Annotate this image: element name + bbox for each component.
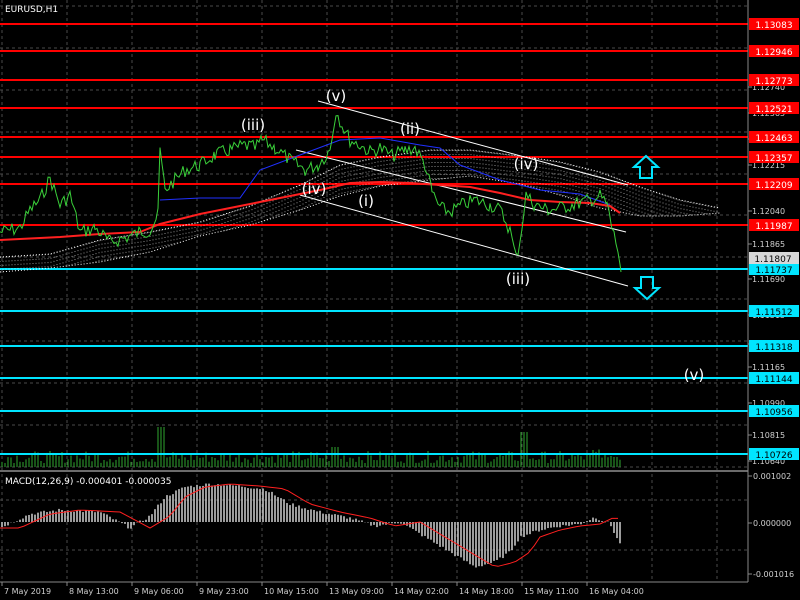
current-price-value: 1.11807 (754, 255, 791, 265)
macd-signal-line (0, 483, 618, 567)
price-tag (749, 45, 799, 57)
elliott-wave-labels: (iii) (v) (ii) (iv) (i) (iv) (iii) (v) (241, 87, 704, 384)
channel-middle-line[interactable] (295, 149, 627, 233)
price-tag (749, 263, 799, 275)
channel-upper-line[interactable] (317, 100, 629, 186)
price-tag (749, 151, 799, 163)
price-tag (749, 74, 799, 86)
moving-average-fast (0, 180, 621, 241)
time-label: 8 May 13:00 (69, 587, 119, 596)
time-label: 13 May 09:00 (329, 587, 384, 596)
price-tag-value: 1.12463 (755, 134, 792, 144)
channel-lower-line[interactable] (299, 194, 629, 287)
price-tag (749, 219, 799, 231)
macd-histogram (1, 483, 621, 568)
macd-tick-label: 0.000000 (753, 519, 791, 528)
price-tag (749, 305, 799, 317)
price-tag-value: 1.10726 (755, 451, 792, 461)
price-tag-value: 1.12209 (755, 181, 792, 191)
arrow-down-icon (632, 276, 662, 301)
price-tag (749, 340, 799, 352)
price-tag (749, 448, 799, 460)
cloud-span-a (0, 149, 721, 258)
macd-label: MACD(12,26,9) -0.000401 -0.000035 (5, 477, 171, 487)
pane-separator[interactable] (0, 470, 748, 472)
wave-label: (i) (358, 192, 374, 210)
time-label: 9 May 06:00 (134, 587, 184, 596)
time-axis: 7 May 2019 8 May 13:00 9 May 06:00 9 May 23… (1, 582, 644, 596)
price-tick-label: 1.10815 (752, 431, 785, 440)
macd-tick-label: -0.001016 (753, 570, 794, 579)
price-tick-label: 1.10640 (752, 457, 785, 466)
volume-bars (1, 427, 621, 467)
price-tick-label: 1.12040 (752, 207, 785, 216)
price-tag-value: 1.12773 (755, 77, 792, 87)
price-tick-label: 1.11690 (752, 275, 785, 284)
macd-axis: 0.001002 0.000000 -0.001016 (748, 472, 794, 579)
resistance-price-tags: 1.13083 1.12946 1.12773 1.12521 1.12463 1.123… (749, 18, 799, 232)
time-label: 15 May 11:00 (524, 587, 579, 596)
price-tick-label: 1.11865 (752, 240, 785, 249)
price-tag-value: 1.11987 (755, 222, 792, 232)
price-tick-label: 1.12215 (752, 161, 785, 170)
price-tag-value: 1.11737 (755, 266, 792, 276)
price-tag-value: 1.11512 (755, 308, 792, 318)
wave-label: (iv) (302, 180, 327, 198)
wave-label: (v) (326, 87, 347, 105)
macd-tick-label: 0.001002 (753, 472, 791, 481)
time-label: 9 May 23:00 (199, 587, 249, 596)
price-tag (749, 178, 799, 190)
wave-label: (ii) (400, 120, 420, 138)
current-price-tag (749, 252, 799, 264)
support-levels (0, 268, 748, 455)
price-tag-value: 1.12946 (755, 48, 792, 58)
wave-label: (iv) (514, 155, 539, 173)
price-tick-label: 1.10990 (752, 399, 785, 408)
arrow-up-icon (631, 154, 661, 179)
price-tag-value: 1.12521 (755, 105, 792, 115)
time-label: 14 May 02:00 (394, 587, 449, 596)
support-price-tags: 1.11737 1.11512 1.11318 1.11144 1.10956 1.107… (749, 263, 799, 461)
chart-grid (0, 0, 748, 582)
price-tag (749, 405, 799, 417)
time-label: 14 May 18:00 (459, 587, 514, 596)
time-label: 10 May 15:00 (264, 587, 319, 596)
wave-label: (v) (684, 366, 705, 384)
price-tick-label: 1.11165 (752, 363, 785, 372)
wave-channel[interactable] (295, 100, 629, 287)
price-tag (749, 372, 799, 384)
wave-label: (iii) (506, 270, 530, 288)
moving-average-slow (159, 137, 611, 206)
wave-label: (iii) (241, 116, 265, 134)
price-tag-value: 1.11144 (755, 375, 792, 385)
price-tag-value: 1.11318 (755, 343, 792, 353)
price-line (0, 115, 622, 273)
time-label: 16 May 04:00 (589, 587, 644, 596)
price-tag-value: 1.10956 (755, 408, 792, 418)
price-tick-label: 1.12740 (752, 83, 785, 92)
price-tag (749, 131, 799, 143)
price-tag-value: 1.13083 (755, 21, 792, 31)
price-tag (749, 18, 799, 30)
price-tag (749, 102, 799, 114)
time-label: 7 May 2019 (4, 587, 51, 596)
symbol-label: EURUSD,H1 (5, 5, 58, 15)
resistance-levels (0, 23, 748, 226)
ichimoku-cloud (0, 149, 721, 273)
price-tag-value: 1.12357 (755, 154, 792, 164)
